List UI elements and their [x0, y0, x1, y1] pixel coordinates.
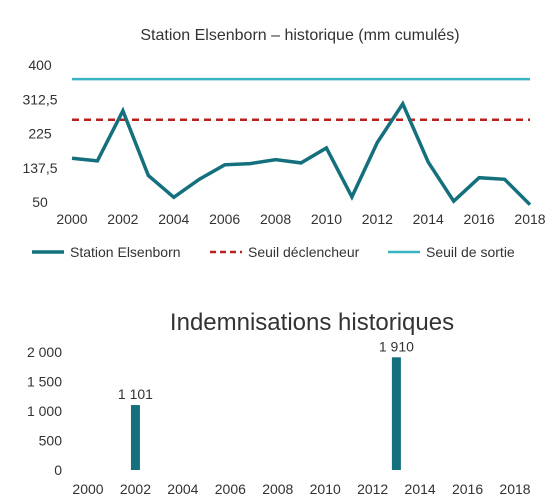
x-tick-label: 2018	[514, 211, 545, 227]
x-tick-label: 2004	[158, 211, 189, 227]
x-tick-label: 2018	[499, 481, 530, 497]
y-tick-label: 1 000	[27, 403, 62, 419]
data-label-2013: 1 910	[379, 338, 414, 354]
y-tick-label: 312,5	[22, 91, 57, 107]
data-label-2002: 1 101	[118, 386, 153, 402]
x-tick-label: 2006	[209, 211, 240, 227]
x-tick-label: 2004	[167, 481, 198, 497]
y-tick-label: 225	[28, 126, 52, 142]
y-tick-label: 1 500	[27, 374, 62, 390]
legend-label-seuil-declencheur: Seuil déclencheur	[248, 244, 360, 260]
legend-label-station: Station Elsenborn	[70, 244, 181, 260]
chart-title: Station Elsenborn – historique (mm cumul…	[140, 27, 459, 44]
legend: Station Elsenborn Seuil déclencheur Seui…	[32, 244, 515, 260]
bar-chart: Indemnisations historiques 2 000 1 500 1 0…	[27, 309, 531, 497]
x-tick-label: 2000	[72, 481, 103, 497]
series-line-station-elsenborn	[71, 100, 532, 206]
y-tick-label: 0	[54, 462, 62, 478]
bar-2013	[391, 357, 401, 470]
x-tick-label: 2016	[464, 211, 495, 227]
x-tick-label: 2010	[311, 211, 342, 227]
x-tick-label: 2002	[107, 211, 138, 227]
x-tick-label: 2014	[413, 211, 444, 227]
y-tick-label: 50	[32, 194, 48, 210]
x-tick-label: 2014	[405, 481, 436, 497]
x-tick-label: 2012	[362, 211, 393, 227]
x-tick-label: 2008	[260, 211, 291, 227]
chart-title: Indemnisations historiques	[170, 309, 454, 336]
x-tick-label: 2012	[357, 481, 388, 497]
bar-2002	[130, 405, 140, 470]
y-tick-label: 137,5	[22, 160, 57, 176]
x-tick-label: 2002	[120, 481, 151, 497]
x-tick-label: 2010	[310, 481, 341, 497]
x-tick-label: 2016	[452, 481, 483, 497]
x-tick-label: 2000	[56, 211, 87, 227]
y-tick-label: 500	[39, 433, 63, 449]
y-tick-label: 400	[28, 57, 52, 73]
line-chart: Station Elsenborn – historique (mm cumul…	[22, 27, 545, 260]
x-tick-label: 2008	[262, 481, 293, 497]
y-tick-label: 2 000	[27, 344, 62, 360]
x-tick-label: 2006	[215, 481, 246, 497]
legend-label-seuil-sortie: Seuil de sortie	[426, 244, 515, 260]
